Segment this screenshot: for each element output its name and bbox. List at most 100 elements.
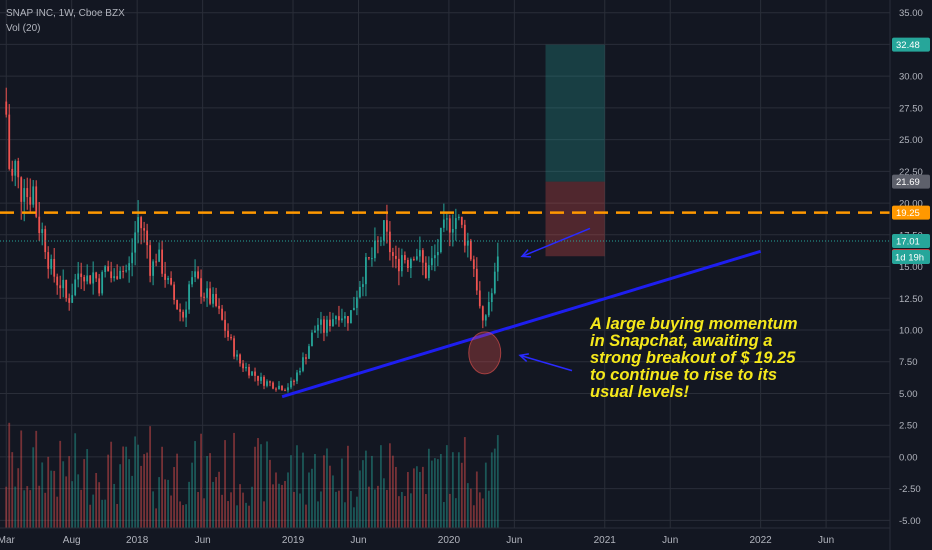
candle-body: [185, 309, 187, 318]
y-tick-label: 30.00: [899, 72, 923, 83]
candle-body: [457, 216, 460, 219]
volume-bar: [44, 492, 47, 528]
candle-body: [197, 271, 199, 279]
price-label: 21.69: [896, 177, 920, 188]
candle-body: [490, 293, 493, 303]
volume-bar: [421, 466, 424, 528]
candle-body: [236, 354, 238, 357]
candle-body: [389, 231, 391, 253]
candles: [5, 87, 499, 393]
candle-body: [131, 252, 134, 264]
volume-bar: [454, 498, 457, 528]
candle-body: [344, 316, 346, 319]
volume-bar: [215, 477, 217, 528]
candle-body: [143, 228, 146, 231]
volume-bar: [206, 455, 208, 528]
candle-body: [305, 357, 307, 359]
candle-body: [218, 305, 220, 309]
volume-bar: [182, 505, 184, 528]
volume-bar: [439, 453, 442, 528]
price-label: 32.48: [896, 40, 920, 51]
volume-bar: [272, 484, 274, 528]
candle-body: [41, 229, 44, 234]
volume-bar: [269, 459, 271, 528]
volume-bar: [395, 466, 397, 528]
candle-body: [269, 381, 271, 383]
volume-bar: [466, 483, 469, 528]
volume-bar: [329, 465, 331, 528]
volume-bar: [8, 422, 11, 528]
candle-body: [8, 114, 11, 169]
y-tick-label: 35.00: [899, 8, 923, 19]
volume-bar: [179, 501, 181, 528]
volume-bar: [38, 485, 41, 528]
volume-bar: [47, 456, 50, 528]
candle-body: [371, 258, 373, 260]
candle-body: [463, 224, 466, 246]
candle-body: [380, 240, 382, 242]
price-label-box: [892, 37, 930, 52]
candle-body: [227, 330, 229, 337]
candle-body: [374, 240, 376, 259]
annotation-line: A large buying momentum: [590, 315, 798, 333]
volume-bar: [104, 499, 107, 528]
volume-bars: [5, 422, 499, 528]
volume-bar: [83, 459, 86, 528]
candle-body: [101, 272, 104, 294]
candle-body: [140, 217, 143, 229]
candle-body: [20, 177, 23, 202]
volume-bar: [263, 501, 265, 528]
candle-body: [116, 276, 119, 279]
volume-bar: [185, 504, 187, 528]
x-tick-label: Jun: [506, 535, 522, 546]
volume-bar: [122, 446, 125, 528]
candle-body: [436, 252, 439, 256]
x-tick-label: Jun: [195, 535, 211, 546]
candle-body: [38, 216, 41, 234]
volume-bar: [392, 455, 394, 528]
volume-bar: [412, 468, 415, 528]
candle-body: [245, 366, 247, 369]
candle-body: [167, 278, 169, 280]
candle-body: [107, 266, 110, 272]
arrow-lower-head: [518, 353, 530, 362]
volume-bar: [125, 446, 128, 528]
volume-bar: [323, 455, 325, 528]
candle-body: [472, 259, 475, 269]
candle-body: [347, 316, 349, 324]
volume-bar: [80, 489, 83, 528]
price-label-box: [892, 234, 930, 249]
volume-bar: [338, 490, 340, 528]
candle-body: [161, 249, 164, 274]
candle-body: [122, 270, 125, 272]
candle-body: [74, 279, 77, 296]
candle-body: [308, 346, 310, 359]
volume-bar: [347, 445, 349, 528]
volume-bar: [257, 438, 259, 528]
volume-bar: [176, 453, 178, 528]
volume-bar: [32, 447, 35, 528]
volume-bar: [254, 446, 256, 528]
volume-bar: [344, 502, 346, 528]
volume-bar: [317, 501, 319, 528]
y-tick-label: 2.50: [899, 421, 918, 432]
annotation-line: in Snapchat, awaiting a: [590, 332, 773, 350]
volume-bar: [11, 452, 14, 528]
candle-body: [134, 232, 137, 253]
candle-body: [155, 261, 158, 263]
x-tick-label: Jun: [662, 535, 678, 546]
volume-bar: [230, 492, 232, 528]
volume-bar: [14, 486, 17, 528]
volume-bar: [314, 454, 316, 528]
candle-body: [368, 257, 370, 259]
volume-bar: [146, 452, 149, 528]
candle-body: [377, 240, 379, 242]
candle-body: [137, 217, 140, 233]
y-tick-label: 27.50: [899, 103, 923, 114]
volume-bar: [71, 481, 74, 528]
candle-body: [266, 381, 268, 386]
volume-indicator-label[interactable]: Vol (20): [6, 23, 41, 34]
arrow-upper: [521, 227, 591, 258]
candle-body: [284, 390, 286, 392]
